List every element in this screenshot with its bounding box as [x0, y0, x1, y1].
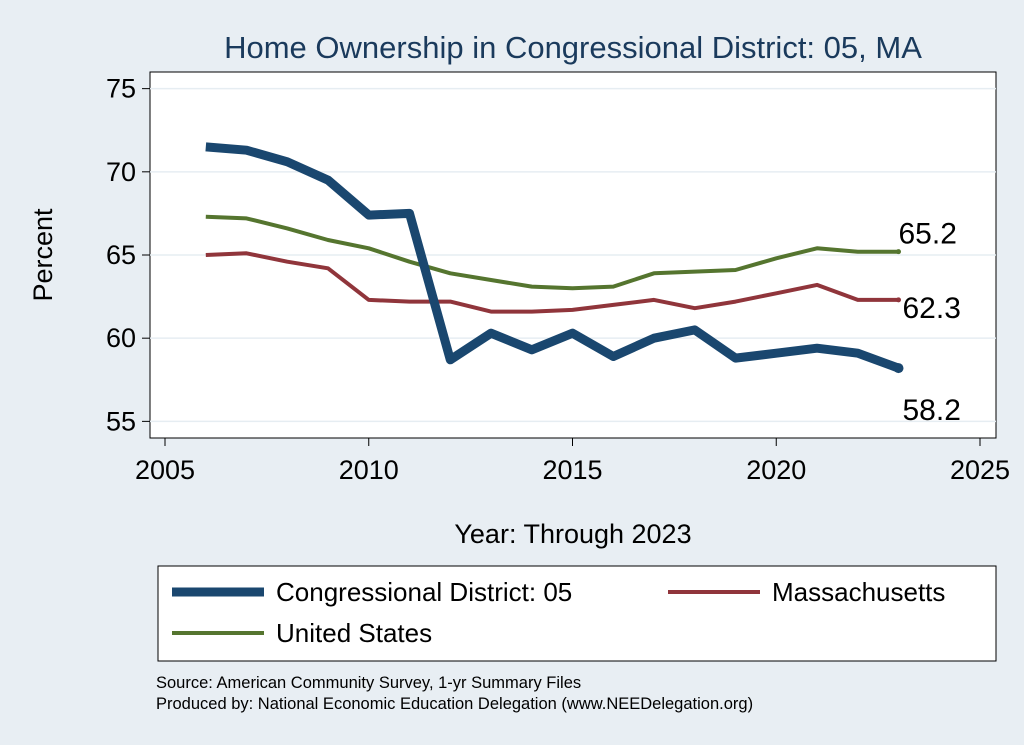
series-end-point-2 — [896, 249, 901, 255]
y-tick-label: 60 — [106, 323, 136, 353]
series-end-point-1 — [896, 297, 901, 303]
x-tick-label: 2005 — [135, 455, 195, 485]
y-tick-label: 55 — [106, 406, 136, 436]
y-axis-title: Percent — [28, 208, 58, 302]
chart-title: Home Ownership in Congressional District… — [224, 30, 922, 65]
series-line-2 — [205, 214, 899, 291]
axes: 55 60 65 70 75 2005 2010 2015 2020 2025 — [106, 74, 1010, 485]
x-tick-label: 2020 — [746, 455, 806, 485]
legend-label-0: Congressional District: 05 — [276, 577, 572, 607]
legend-label-2: United States — [276, 618, 432, 648]
x-tick-label: 2015 — [542, 455, 602, 485]
series-line-1 — [205, 251, 899, 314]
legend-box — [157, 565, 997, 662]
series-lines — [205, 142, 904, 374]
series-end-point-0 — [893, 363, 904, 374]
producer-note: Produced by: National Economic Education… — [156, 695, 753, 713]
series-line-0 — [205, 142, 901, 373]
legend-items: Congressional District: 05 Massachusetts U… — [172, 577, 945, 648]
x-tick-label: 2025 — [950, 455, 1010, 485]
y-tick-label: 65 — [106, 240, 136, 270]
end-label-2: 65.2 — [899, 218, 957, 251]
legend: Congressional District: 05 Massachusetts U… — [157, 565, 997, 662]
legend-label-1: Massachusetts — [772, 577, 945, 607]
x-tick-label: 2010 — [339, 455, 399, 485]
end-labels: 58.2 62.3 65.2 — [899, 218, 961, 427]
end-label-0: 58.2 — [903, 394, 961, 427]
end-label-1: 62.3 — [903, 292, 961, 325]
x-axis-title: Year: Through 2023 — [454, 519, 691, 549]
y-tick-label: 75 — [106, 74, 136, 104]
source-note: Source: American Community Survey, 1-yr … — [156, 674, 581, 692]
y-tick-label: 70 — [106, 157, 136, 187]
